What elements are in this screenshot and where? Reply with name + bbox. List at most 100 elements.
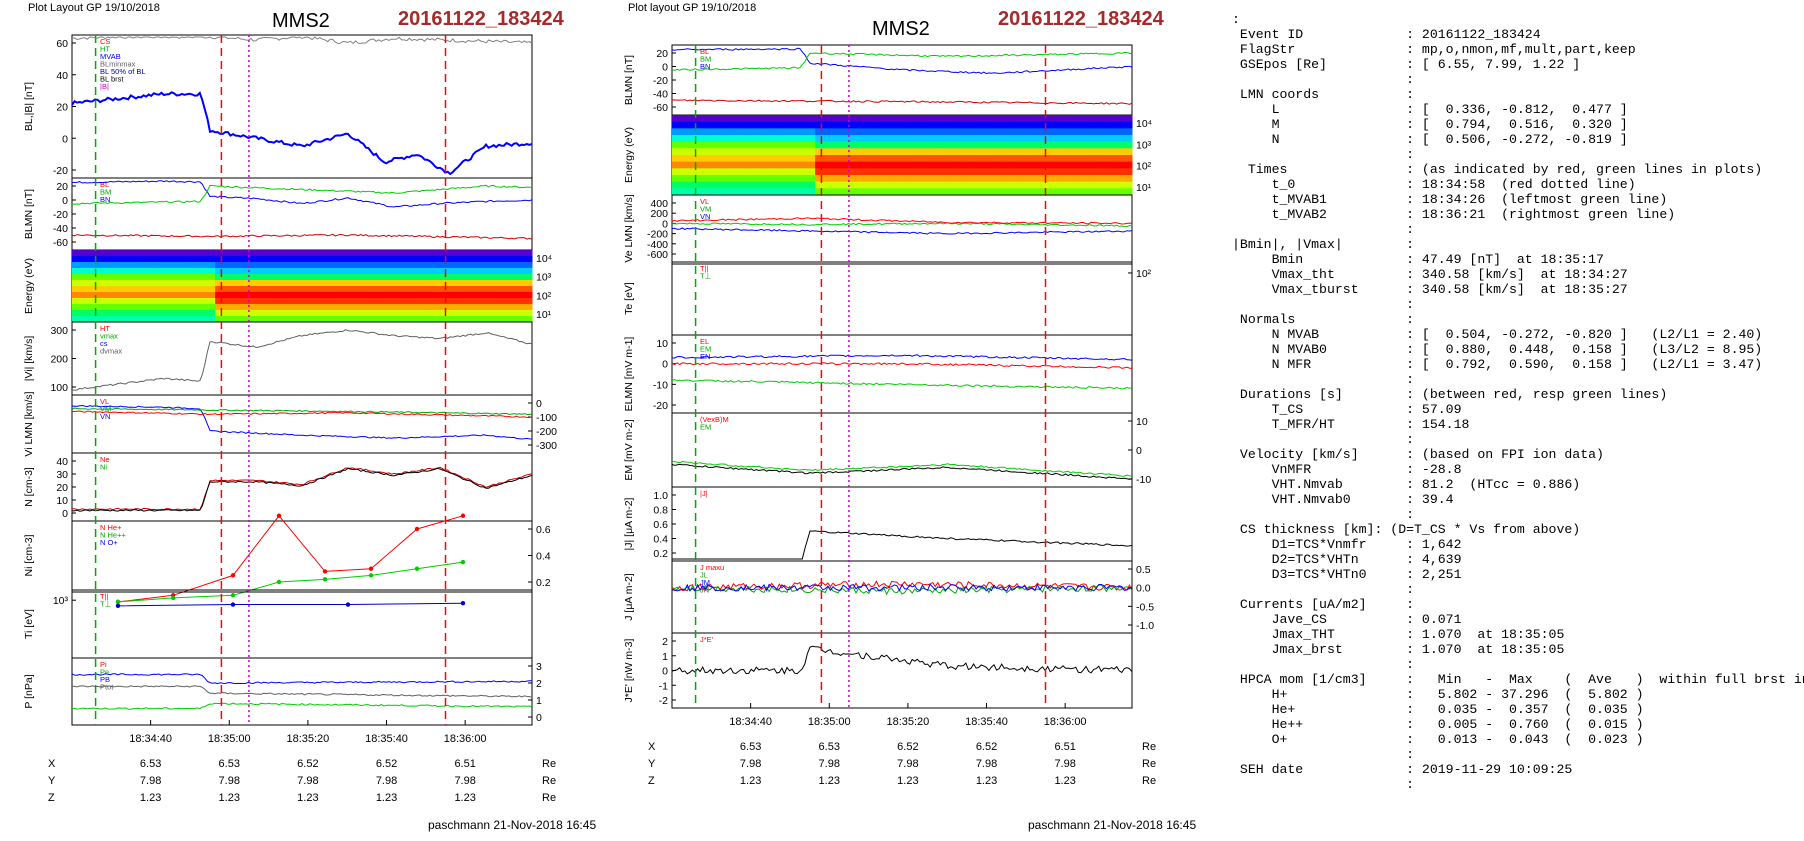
right_plot-spectro-cell: [902, 115, 908, 123]
right_plot-spectro-cell: [999, 141, 1005, 149]
left_plot-spectro-cell: [102, 262, 109, 269]
right-plot-event-id: 20161122_183424: [998, 8, 1164, 30]
right_plot-spectro-cell: [958, 141, 964, 149]
left_plot-spectro-cell: [174, 274, 180, 281]
right_plot-spectro-cell: [743, 181, 750, 189]
left_plot-spectro-cell: [87, 262, 93, 269]
right_plot-spectro-cell: [840, 188, 847, 196]
right_plot-spectro-cell: [994, 188, 1000, 196]
right_plot-spectro-cell: [1009, 128, 1015, 136]
right_plot-spectro-cell: [1014, 168, 1021, 176]
left_plot-spectro-cell: [399, 310, 405, 317]
left_plot-xtick-label: 18:35:40: [365, 733, 408, 745]
left_plot-spectro-cell: [373, 268, 380, 275]
left_plot-spectro-cell: [445, 286, 451, 293]
right_plot-spectro-cell: [753, 168, 760, 176]
left_plot-spectro-cell: [281, 256, 288, 263]
right_plot-ytick-label: 20: [656, 48, 668, 60]
right_plot-spectro-cell: [753, 155, 760, 163]
left_plot-spectro-cell: [143, 316, 150, 323]
left_plot-spectro-cell: [199, 304, 206, 311]
left_plot-spectro-cell: [266, 262, 272, 269]
right_plot-spectro-cell: [850, 181, 857, 189]
left_plot-spectro-cell: [72, 262, 78, 269]
left_plot-ytick-label: 40: [56, 456, 68, 468]
left_plot-spectro-cell: [225, 292, 231, 299]
left_plot-spectro-cell: [383, 298, 390, 305]
right_plot-spectro-cell: [702, 141, 709, 149]
left_plot-spectro-cell: [368, 310, 375, 317]
right_plot-spectro-cell: [973, 141, 980, 149]
left_plot-spectro-cell: [368, 262, 375, 269]
left_plot-spectro-cell: [455, 292, 461, 299]
left-plot-event-id: 20161122_183424: [398, 8, 564, 30]
left_plot-spectro-cell: [332, 310, 339, 317]
right_plot-spectro-cell: [866, 188, 872, 196]
left_plot-spectro-cell: [475, 286, 482, 293]
right_plot-spectro-cell: [937, 161, 944, 169]
right_plot-spectro-cell: [784, 181, 791, 189]
right_plot-spectro-cell: [804, 115, 811, 123]
right_plot-spectro-cell: [988, 181, 995, 189]
left_plot-spectro-cell: [378, 316, 385, 323]
right_plot-spectro-cell: [1111, 188, 1118, 196]
left_plot-spectro-cell: [424, 262, 431, 269]
left_plot-spectro-cell: [501, 292, 507, 299]
left_plot-spectro-cell: [153, 298, 160, 305]
right_plot-spectro-cell: [1024, 148, 1031, 156]
right_plot-spectro-cell: [840, 115, 847, 123]
right_plot-spectro-cell: [866, 161, 872, 169]
right_plot-spectro-cell: [707, 128, 714, 136]
left_plot-spectro-cell: [307, 298, 313, 305]
right_plot-spectro-cell: [983, 121, 990, 129]
right_plot-spectro-cell: [723, 148, 729, 156]
right_plot-pos-value: 6.53: [740, 741, 761, 753]
left_plot-spectro-cell: [516, 304, 523, 311]
left_plot-spectro-cell: [470, 316, 477, 323]
left_plot-spectro-cell: [429, 286, 436, 293]
left_plot-spectro-cell: [409, 268, 415, 275]
right_plot-spectro-cell: [1086, 148, 1092, 156]
left_plot-spectro-cell: [118, 292, 124, 299]
right_plot-pos-value: 7.98: [740, 758, 761, 770]
left_plot-spectro-cell: [102, 286, 109, 293]
right_plot-spectro-cell: [723, 155, 729, 163]
left_plot-spectro-cell: [261, 268, 267, 275]
event-info-panel: : Event ID : 20161122_183424 FlagStr : m…: [1232, 12, 1804, 792]
left_plot-spectro-cell: [450, 316, 456, 323]
left_plot-spectro-cell: [204, 250, 211, 257]
right_plot-spectro-cell: [672, 121, 678, 129]
left_plot-spectro-cell: [296, 280, 303, 287]
right_plot-spectro-cell: [994, 148, 1000, 156]
right_plot-spectro-cell: [1019, 115, 1026, 123]
right_plot-spectro-cell: [789, 168, 796, 176]
right_plot-spectro-cell: [1034, 181, 1041, 189]
right_plot-spectro-cell: [825, 121, 831, 129]
left_plot-spectro-cell: [501, 310, 507, 317]
left_plot-spectro-cell: [174, 298, 180, 305]
left_plot-spectro-cell: [475, 280, 482, 287]
right_plot-spectro-cell: [677, 148, 683, 156]
left_plot-spectro-cell: [409, 298, 415, 305]
right_plot-spectro-cell: [697, 141, 704, 149]
left_plot-spectro-cell: [526, 262, 533, 269]
right_plot-spectro-cell: [999, 148, 1005, 156]
left_plot-spectro-cell: [404, 292, 410, 299]
left_plot-spectro-cell: [261, 262, 267, 269]
left_plot-spectro-cell: [419, 298, 426, 305]
left_plot-spectro-cell: [455, 250, 461, 257]
left_plot-pos-value: 6.52: [297, 758, 318, 770]
right_plot-spectro-cell: [784, 128, 791, 136]
left_plot-spectro-cell: [414, 310, 421, 317]
left_plot-spectro-cell: [296, 304, 303, 311]
right_plot-spectro-cell: [912, 155, 918, 163]
right_plot-spectro-cell: [758, 141, 765, 149]
left_plot-spectro-cell: [250, 280, 257, 287]
left_plot-spectro-cell: [465, 250, 472, 257]
right_plot-spectro-cell: [697, 115, 704, 123]
right_plot-spectro-cell: [769, 128, 775, 136]
right_plot-spectro-cell: [1106, 128, 1113, 136]
right_plot-spectro-cell: [937, 115, 944, 123]
left_plot-spectro-cell: [261, 304, 267, 311]
right_plot-spectro-cell: [1065, 168, 1072, 176]
